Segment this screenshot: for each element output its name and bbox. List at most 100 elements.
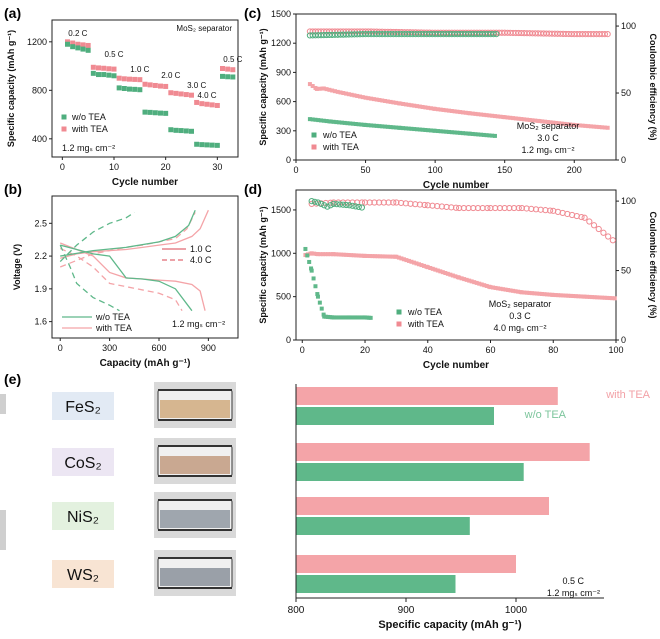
capacity-point-wo-tea [305, 253, 310, 258]
y2-axis-label: Coulombic efficiency (%) [648, 211, 658, 318]
capacity-point-with-tea [331, 252, 336, 257]
capacity-point-wo-tea [353, 122, 358, 127]
loading-annotation: 4.0 mgₛ cm⁻² [493, 323, 546, 333]
ce-point-with-tea [586, 218, 593, 225]
data-point-wo-tea [199, 142, 205, 148]
capacity-point-with-tea [368, 254, 373, 259]
capacity-point-with-tea [537, 291, 542, 296]
capacity-point-with-tea [563, 293, 568, 298]
data-point-with-tea [194, 99, 200, 105]
capacity-point-with-tea [425, 265, 430, 270]
capacity-point-with-tea [447, 108, 452, 113]
capacity-point-wo-tea [447, 129, 452, 134]
x-tick-label: 800 [288, 605, 305, 616]
capacity-point-wo-tea [315, 294, 320, 299]
material-label: FeS₂ [65, 399, 101, 416]
legend-with-tea: with TEA [322, 142, 359, 152]
data-point-wo-tea [96, 72, 101, 78]
curve-w-o-tea-1-0-c-charge [60, 209, 196, 257]
data-point-wo-tea [127, 86, 132, 92]
capacity-point-wo-tea [412, 127, 417, 132]
plot-frame [51, 19, 239, 158]
capacity-point-with-tea [602, 125, 607, 130]
capacity-point-with-tea [539, 291, 544, 296]
capacity-point-with-tea [493, 285, 498, 290]
capacity-point-wo-tea [377, 124, 382, 129]
data-point-wo-tea [225, 74, 231, 80]
y2-tick-label: 0 [621, 155, 626, 165]
capacity-point-with-tea [605, 125, 610, 130]
chart-panel-b: 0 300 600 900 1.6 1.9 2.2 2.5 Capacity (mAh g⁻¹)… [12, 195, 239, 369]
y2-axis-label: Coulombic efficiency (%) [648, 33, 658, 140]
material-label: NiS₂ [67, 509, 99, 526]
capacity-point-with-tea [571, 294, 576, 299]
ce-point-with-tea [595, 225, 602, 233]
data-point-wo-tea [183, 128, 189, 134]
capacity-point-with-tea [336, 252, 341, 257]
capacity-point-with-tea [394, 254, 399, 259]
capacity-point-wo-tea [348, 121, 353, 126]
ce-point-with-tea [484, 204, 491, 212]
rate-label: 0.2 C [68, 29, 87, 38]
capacity-point-with-tea [409, 259, 414, 264]
capacity-point-with-tea [508, 288, 513, 293]
capacity-point-with-tea [522, 117, 527, 122]
capacity-point-wo-tea [309, 266, 314, 271]
capacity-point-with-tea [537, 119, 542, 124]
capacity-point-with-tea [496, 286, 501, 291]
capacity-point-with-tea [428, 106, 433, 111]
capacity-point-with-tea [420, 104, 425, 109]
capacity-point-with-tea [430, 266, 435, 271]
capacity-point-with-tea [354, 253, 359, 258]
data-point-with-tea [152, 82, 158, 88]
capacity-point-wo-tea [428, 128, 433, 133]
x-tick-label: 20 [161, 162, 171, 172]
capacity-point-with-tea [519, 290, 524, 295]
capacity-point-with-tea [542, 292, 547, 297]
data-point-with-tea [111, 66, 117, 72]
capacity-point-wo-tea [313, 284, 318, 289]
data-point-wo-tea [173, 127, 179, 133]
ce-point-with-tea [390, 199, 397, 206]
data-point-with-tea [75, 41, 81, 47]
x-tick-label: 0 [60, 162, 65, 172]
rate-annotation: 0.5 C [562, 576, 584, 586]
capacity-point-wo-tea [337, 120, 342, 125]
capacity-point-with-tea [540, 119, 545, 124]
ce-point-wo-tea [490, 30, 497, 38]
capacity-point-with-tea [488, 285, 493, 290]
capacity-point-with-tea [587, 294, 592, 299]
capacity-point-with-tea [513, 289, 518, 294]
data-point-with-tea [209, 102, 215, 108]
capacity-point-wo-tea [426, 128, 431, 133]
bar-with-tea-fes2 [296, 387, 558, 405]
capacity-point-with-tea [375, 254, 380, 259]
capacity-point-with-tea [484, 113, 489, 118]
ce-point-wo-tea [493, 30, 500, 38]
capacity-point-with-tea [516, 289, 521, 294]
y2-tick-label: 0 [621, 335, 626, 345]
capacity-point-wo-tea [420, 127, 425, 132]
capacity-point-with-tea [355, 93, 360, 98]
capacity-point-with-tea [415, 104, 420, 109]
capacity-point-with-tea [464, 277, 469, 282]
capacity-point-wo-tea [401, 126, 406, 131]
data-point-with-tea [127, 76, 132, 82]
capacity-point-with-tea [519, 117, 524, 122]
capacity-point-with-tea [524, 117, 529, 122]
ce-point-wo-tea [321, 202, 328, 209]
capacity-point-with-tea [438, 107, 443, 112]
capacity-point-with-tea [529, 291, 534, 296]
capacity-point-wo-tea [449, 130, 454, 135]
capacity-point-with-tea [484, 283, 489, 288]
capacity-point-wo-tea [383, 124, 388, 129]
x-tick-label: 1000 [505, 605, 528, 616]
capacity-point-with-tea [561, 293, 566, 298]
x-tick-label: 40 [423, 345, 433, 355]
capacity-point-wo-tea [374, 123, 379, 128]
capacity-point-wo-tea [307, 117, 312, 122]
material-label: CoS₂ [64, 455, 101, 472]
ce-point-with-tea [590, 222, 598, 229]
loading-annotation: 1.2 mgₛ cm⁻² [62, 143, 115, 153]
